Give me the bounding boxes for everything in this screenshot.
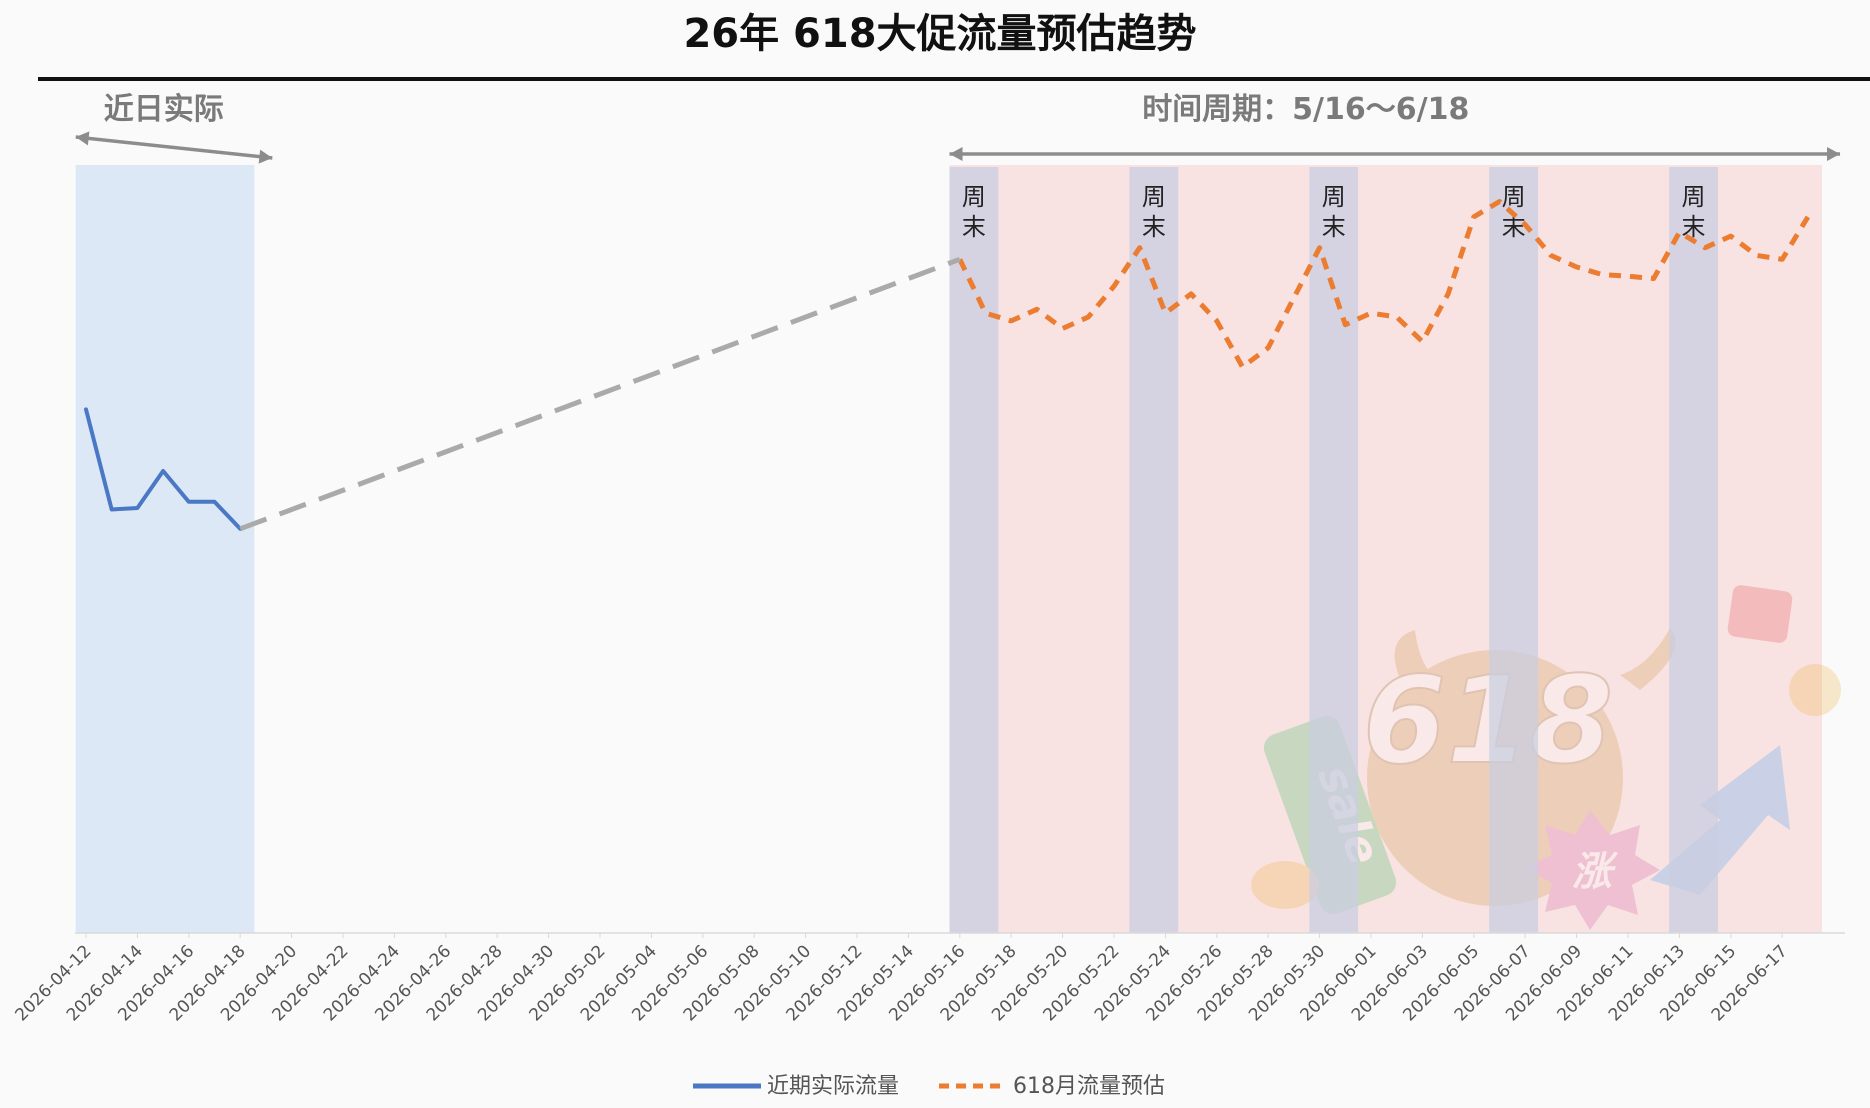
weekend-label: 末	[1502, 213, 1526, 241]
chart-title: 26年 618大促流量预估趋势	[683, 11, 1196, 57]
region-span-arrow	[75, 135, 273, 160]
coin-right-shape	[1789, 664, 1841, 716]
weekend-label: 周	[962, 183, 986, 211]
weekend-label: 末	[1682, 213, 1706, 241]
weekend-band	[1669, 167, 1718, 933]
region-annotations: 近日实际 时间周期：5/16～6/18	[75, 92, 1841, 164]
weekend-label: 周	[1502, 183, 1526, 211]
series-lines	[84, 199, 1811, 532]
weekend-label: 末	[1142, 213, 1166, 241]
weekend-band	[1129, 167, 1179, 933]
sticker-618-text: 618	[1363, 652, 1614, 791]
legend-label: 618月流量预估	[1013, 1074, 1165, 1099]
arrow-head	[949, 147, 963, 161]
legend: 近期实际流量 618月流量预估	[693, 1074, 1165, 1099]
legend-label: 近期实际流量	[767, 1074, 899, 1099]
region-band	[75, 165, 255, 933]
arrow-head	[75, 131, 90, 146]
region-label: 近日实际	[104, 92, 224, 127]
region-label: 时间周期：5/16～6/18	[1142, 92, 1469, 127]
weekend-label: 末	[962, 213, 986, 241]
weekend-label: 周	[1142, 183, 1166, 211]
badge-text: 涨	[1572, 849, 1619, 895]
weekend-band	[949, 167, 999, 933]
x-axis-tick-labels: 2026-04-122026-04-142026-04-162026-04-18…	[12, 933, 1792, 1025]
arrow-head	[258, 149, 273, 164]
series-line	[957, 199, 1811, 370]
connector-line	[239, 256, 961, 532]
badge-shape	[1525, 810, 1660, 930]
horn-right-shape	[1620, 628, 1676, 690]
red-envelope-shape	[1727, 585, 1793, 643]
weekend-label: 末	[1322, 213, 1346, 241]
weekend-band	[1489, 167, 1539, 933]
coin-left-shape	[1251, 861, 1319, 909]
weekend-band	[1309, 167, 1359, 933]
weekend-label: 周	[1322, 183, 1346, 211]
series-line	[84, 407, 243, 531]
horn-left-shape	[1394, 630, 1440, 690]
weekend-label: 周	[1682, 183, 1706, 211]
arrow-head	[1827, 147, 1841, 161]
